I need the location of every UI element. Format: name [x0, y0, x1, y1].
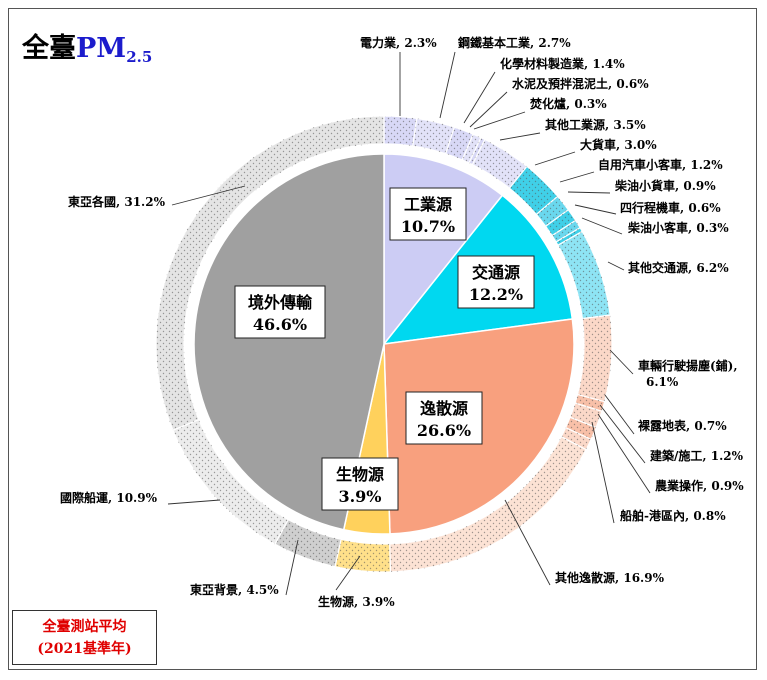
inner-label-2: 逸散源 26.6% [405, 391, 483, 445]
outer-label-0: 電力業, 2.3% [360, 35, 437, 50]
outer-label-2: 化學材料製造業, 1.4% [500, 56, 625, 71]
leader-line-13 [604, 394, 635, 435]
title-pm: PM [76, 33, 127, 64]
leader-line-11 [607, 261, 625, 271]
outer-slice-texture-17 [389, 436, 587, 572]
outer-slice-texture-15 [565, 417, 597, 440]
leader-lines [167, 51, 651, 596]
leader-line-21 [171, 185, 246, 206]
outer-label-21: 東亞各國, 31.2% [68, 194, 166, 209]
outer-label-10: 柴油小客車, 0.3% [627, 220, 729, 235]
inner-slice-4 [193, 153, 385, 531]
inner-label-name-2: 逸散源 [420, 399, 468, 418]
outer-label-1: 鋼鐵基本工業, 2.7% [457, 35, 571, 50]
outer-label-16: 船舶-港區內, 0.8% [620, 508, 726, 523]
outer-slice-texture-12 [577, 315, 612, 402]
outer-slice-texture-0 [384, 116, 417, 147]
inner-label-4: 境外傳輸 46.6% [234, 285, 326, 339]
outer-label-4: 焚化爐, 0.3% [529, 96, 607, 111]
outer-label-13: 裸露地表, 0.7% [638, 418, 727, 433]
outer-slice-texture-16 [561, 427, 592, 450]
outer-slice-texture-5 [472, 139, 527, 189]
inner-label-value-1: 12.2% [469, 285, 523, 304]
outer-slice-texture-13 [575, 394, 605, 412]
outer-labels: 電力業, 2.3% 鋼鐵基本工業, 2.7% 化學材料製造業, 1.4% 水泥及預拌混… [60, 35, 744, 609]
inner-label-0: 工業源 10.7% [389, 187, 467, 241]
outer-slice-texture-1 [412, 118, 455, 154]
outer-slice-texture-2 [445, 127, 474, 160]
outer-label-20: 國際船運, 10.9% [60, 490, 158, 505]
outer-slice-texture-11 [557, 231, 611, 319]
inner-label-value-0: 10.7% [401, 217, 455, 236]
leader-line-9 [574, 204, 617, 215]
outer-label-6: 大貨車, 3.0% [580, 137, 657, 152]
outer-slice-texture-10 [556, 227, 583, 246]
leader-line-15 [597, 413, 651, 494]
inner-label-1: 交通源 12.2% [457, 255, 535, 309]
outer-label-15: 農業操作, 0.9% [655, 478, 744, 493]
outer-slice-texture-20 [172, 419, 289, 545]
source-box: 全臺測站平均 (2021基準年) [12, 610, 157, 665]
leader-line-19 [285, 539, 299, 596]
outer-slice-texture-4 [469, 137, 485, 165]
leader-line-1 [439, 51, 456, 119]
outer-slice-texture-3 [462, 134, 481, 163]
leader-line-7 [559, 171, 595, 183]
title-main: 全臺 [22, 33, 76, 64]
leader-line-10 [581, 217, 623, 235]
outer-label-11: 其他交通源, 6.2% [628, 260, 729, 275]
leader-line-8 [567, 191, 611, 194]
outer-slice-texture-8 [545, 209, 576, 236]
leader-line-20 [167, 499, 221, 505]
leader-line-18 [335, 555, 361, 591]
outer-label-14: 建築/施工, 1.2% [649, 448, 744, 463]
leader-line-4 [473, 111, 526, 130]
outer-label-18: 生物源, 3.9% [318, 594, 395, 609]
outer-slice-texture-7 [536, 196, 569, 227]
leader-line-16 [591, 421, 615, 524]
leader-line-3 [469, 91, 508, 128]
inner-label-name-4: 境外傳輸 [248, 293, 313, 312]
outer-slice-texture-14 [570, 403, 602, 428]
outer-label-8: 柴油小貨車, 0.9% [614, 178, 716, 193]
outer-label-12: 車輛行駛揚塵(鋪), 6.1% [638, 358, 738, 389]
title-sub: 2.5 [126, 48, 153, 66]
inner-label-value-2: 26.6% [417, 421, 471, 440]
outer-slice-texture-19 [274, 519, 342, 567]
outer-label-17: 其他逸散源, 16.9% [555, 570, 665, 585]
leader-line-12 [609, 349, 634, 375]
leader-line-2 [463, 71, 496, 124]
outer-label-9: 四行程機車, 0.6% [620, 200, 721, 215]
inner-label-3: 生物源 3.9% [321, 457, 399, 511]
inner-label-value-3: 3.9% [338, 487, 381, 506]
outer-label-3: 水泥及預拌混泥土, 0.6% [512, 76, 649, 91]
leader-line-5 [499, 132, 541, 141]
outer-slice-texture-18 [335, 539, 391, 572]
inner-label-name-3: 生物源 [336, 465, 384, 484]
outer-label-19: 東亞背景, 4.5% [190, 582, 279, 597]
inner-label-name-1: 交通源 [472, 263, 520, 282]
source-line-1: 全臺測站平均 [42, 619, 127, 635]
outer-slice-texture-6 [509, 166, 558, 215]
outer-label-7: 自用汽車小客車, 1.2% [598, 157, 723, 172]
outer-label-5: 其他工業源, 3.5% [545, 117, 646, 132]
leader-line-17 [504, 499, 551, 586]
source-line-2: (2021基準年) [37, 641, 132, 657]
leader-line-14 [599, 404, 646, 464]
outer-slice-texture-9 [552, 220, 581, 243]
inner-label-name-0: 工業源 [404, 195, 452, 214]
chart-title: 全臺PM2.5 [22, 26, 152, 66]
leader-line-6 [534, 151, 576, 166]
inner-label-value-4: 46.6% [253, 315, 307, 334]
inner-labels: 工業源 10.7% 交通源 12.2% 逸散源 26.6% 生物源 3.9% 境外傳輸 46.6% [234, 187, 535, 511]
